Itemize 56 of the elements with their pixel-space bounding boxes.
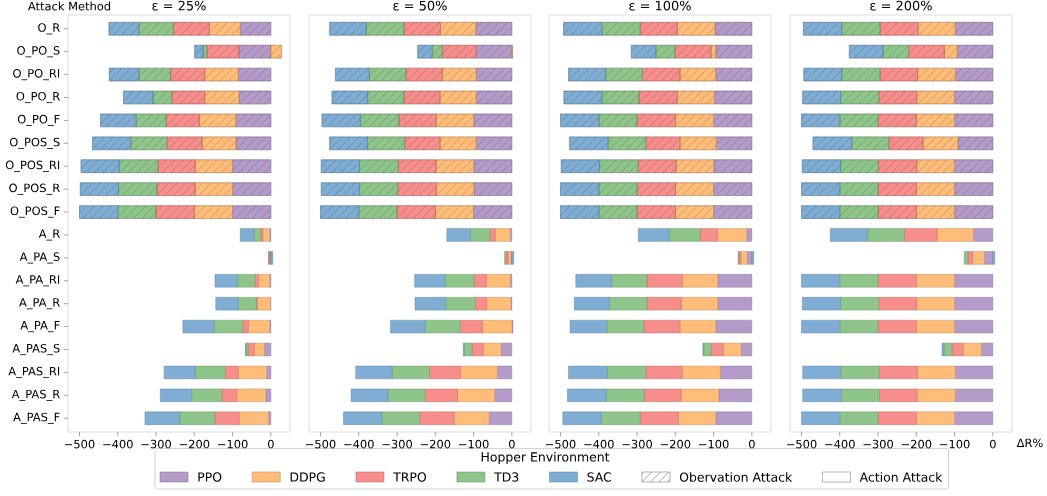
- y-tick-label: O_POS_RI: [5, 160, 60, 172]
- legend-label: TRPO: [393, 472, 427, 482]
- legend-label: TD3: [494, 472, 519, 482]
- x-tick-label: −100: [218, 439, 248, 449]
- legend-label: SAC: [587, 472, 612, 482]
- y-tick-label: A_PAS_F: [13, 412, 60, 424]
- x-tick-label: −300: [863, 439, 894, 449]
- y-tick-label: O_PO_RI: [13, 68, 60, 81]
- y-tick-label: O_POS_F: [10, 206, 60, 218]
- x-tick-label: −200: [901, 439, 932, 449]
- x-tick-label: −500: [305, 439, 336, 449]
- y-tick-label: A_PAS_RI: [8, 366, 60, 379]
- y-tick-label: O_R: [38, 23, 60, 35]
- x-tick-label: −400: [825, 439, 855, 449]
- x-tick-label: 0: [989, 439, 996, 449]
- x-tick-label: −400: [103, 439, 133, 449]
- legend-label: DDPG: [290, 472, 325, 482]
- x-tick-label: −300: [141, 439, 172, 449]
- y-tick-label: A_PA_R: [19, 298, 60, 310]
- x-tick-label: 0: [748, 439, 755, 449]
- x-tick-label: −400: [344, 439, 374, 449]
- x-tick-label: −100: [459, 439, 489, 449]
- legend-title: Hopper Environment: [481, 451, 610, 465]
- x-tick-label: −200: [179, 439, 210, 449]
- chart-title: ε = 200%: [870, 0, 932, 11]
- y-tick-label: A_PAS_R: [11, 389, 60, 401]
- x-tick-label: −500: [64, 439, 95, 449]
- chart-title: ε = 50%: [393, 0, 447, 11]
- x-tick-label: −300: [622, 439, 653, 449]
- y-tick-label: O_POS_S: [9, 137, 60, 149]
- x-tick-label: −100: [940, 439, 970, 449]
- chart-title: ε = 25%: [152, 0, 206, 11]
- y-tick-label: A_R: [38, 229, 60, 241]
- y-tick-label: O_POS_R: [9, 183, 60, 195]
- x-tick-label: −200: [420, 439, 451, 449]
- y-tick-label: O_PO_R: [16, 91, 60, 104]
- x-tick-label: −100: [699, 439, 729, 449]
- y-tick-label: A_PA_RI: [15, 275, 60, 287]
- x-tick-label: −500: [786, 439, 817, 449]
- text: Action Attack: [859, 472, 943, 482]
- x-tick-label: −500: [545, 439, 576, 449]
- y-tick-label: A_PAS_S: [12, 343, 60, 356]
- y-axis-title: Attack Method: [28, 1, 111, 11]
- y-tick-label: A_PA_F: [20, 321, 60, 333]
- x-tick-label: −400: [584, 439, 614, 449]
- text: Obervation Attack: [679, 472, 793, 482]
- legend-label: PPO: [198, 472, 222, 482]
- x-axis-title: ΔR%: [1016, 438, 1043, 448]
- x-tick-label: −200: [660, 439, 691, 449]
- y-tick-label: O_PO_F: [17, 114, 60, 126]
- chart-title: ε = 100%: [629, 0, 691, 11]
- x-tick-label: −300: [382, 439, 413, 449]
- x-tick-label: 0: [508, 439, 515, 449]
- y-tick-label: A_PA_S: [19, 252, 60, 264]
- y-tick-label: O_PO_S: [17, 46, 60, 58]
- x-tick-label: 0: [267, 439, 274, 449]
